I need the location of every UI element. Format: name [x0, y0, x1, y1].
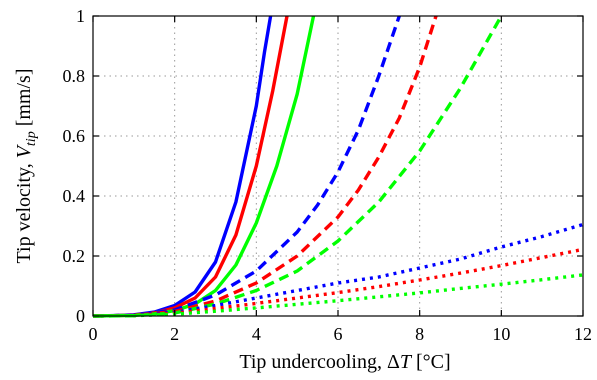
series-line-blue-solid: [92, 15, 273, 318]
y-tick-label: 0.2: [63, 246, 86, 266]
x-tick-label: 0: [89, 324, 98, 344]
x-tick-label: 10: [492, 324, 510, 344]
y-tick-label: 1: [76, 6, 85, 26]
x-tick-label: 12: [574, 324, 592, 344]
y-axis-label-text: Tip velocity,: [13, 158, 35, 263]
x-axis-label: Tip undercooling, ΔT [°C]: [239, 351, 450, 373]
x-tick-labels: 0 2 4 6 8 10 12: [89, 324, 593, 344]
y-axis-label-var: V: [13, 143, 35, 158]
y-tick-label: 0.8: [63, 66, 86, 86]
y-tick-labels: 0 0.2 0.4 0.6 0.8 1: [63, 6, 86, 326]
grid-lines: [93, 16, 583, 316]
y-axis-label-unit: [mm/s]: [13, 69, 35, 132]
y-axis-label: Tip velocity, Vtip [mm/s]: [13, 69, 39, 264]
x-tick-label: 8: [415, 324, 424, 344]
x-tick-label: 2: [170, 324, 179, 344]
x-tick-label: 6: [334, 324, 343, 344]
x-axis-label-var: T: [400, 351, 413, 373]
y-tick-label: 0.6: [63, 126, 86, 146]
series-line-green-solid: [92, 15, 316, 318]
series-line-green-dashed: [92, 15, 503, 318]
x-axis-label-unit: [°C]: [411, 351, 451, 373]
series-line-red-dashed: [92, 15, 438, 318]
series-line-blue-dashed: [92, 15, 401, 318]
series-line-red-solid: [92, 15, 289, 318]
x-axis-label-delta: Δ: [387, 351, 400, 373]
x-tick-label: 4: [252, 324, 261, 344]
axis-ticks: [92, 15, 584, 317]
y-tick-label: 0.4: [63, 186, 86, 206]
y-axis-label-sub: tip: [24, 131, 39, 146]
x-axis-label-text: Tip undercooling,: [239, 351, 387, 373]
y-tick-label: 0: [76, 306, 85, 326]
